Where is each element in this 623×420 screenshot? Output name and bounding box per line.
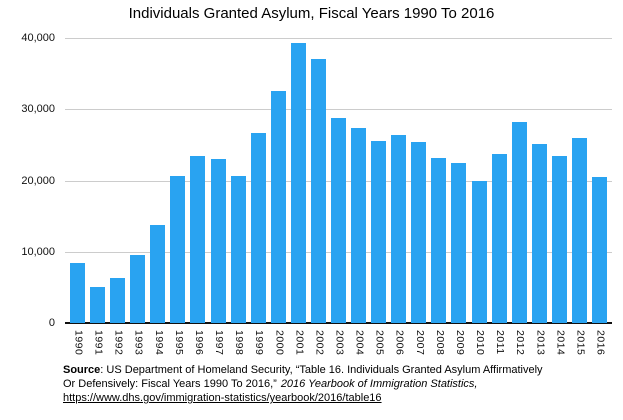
x-axis-tick-label-2014: 2014 bbox=[554, 330, 567, 356]
bar-2007 bbox=[411, 142, 427, 323]
source-line-1: Source: US Department of Homeland Securi… bbox=[63, 363, 608, 377]
x-axis-tick-label-2002: 2002 bbox=[313, 330, 326, 356]
source-label: Source bbox=[63, 364, 101, 376]
bar-1991 bbox=[90, 287, 106, 323]
x-axis-tick-label-1994: 1994 bbox=[152, 330, 165, 356]
y-axis-tick-label-10000: 10,000 bbox=[21, 245, 55, 258]
x-axis-tick-label-2003: 2003 bbox=[333, 330, 346, 356]
bar-1990 bbox=[70, 263, 85, 323]
x-axis-tick-label-2009: 2009 bbox=[453, 330, 466, 356]
source-note: Source: US Department of Homeland Securi… bbox=[63, 363, 608, 405]
bar-2008 bbox=[431, 158, 447, 323]
y-axis-labels: 0 10,000 20,000 30,000 40,000 bbox=[8, 32, 55, 329]
x-axis-tick-label-2011: 2011 bbox=[494, 330, 507, 355]
gridline-40000 bbox=[65, 38, 612, 39]
bar-2003 bbox=[331, 117, 346, 323]
source-line-2: Or Defensively: Fiscal Years 1990 To 201… bbox=[63, 377, 608, 391]
bar-2014 bbox=[551, 156, 567, 323]
y-axis-tick-label-0: 0 bbox=[48, 317, 55, 329]
y-axis-tick-label-30000: 30,000 bbox=[21, 103, 55, 116]
x-axis-tick-label-1998: 1998 bbox=[233, 330, 246, 356]
x-axis-tick-label-2006: 2006 bbox=[393, 330, 406, 356]
x-axis-tick-label-1991: 1991 bbox=[92, 330, 105, 356]
bar-1996 bbox=[190, 155, 206, 323]
x-axis-tick-label-2000: 2000 bbox=[273, 330, 286, 356]
x-axis-tick-label-1999: 1999 bbox=[253, 330, 266, 356]
bar-1999 bbox=[250, 132, 266, 323]
x-axis-tick-label-1993: 1993 bbox=[132, 330, 145, 356]
bar-1994 bbox=[150, 225, 166, 323]
bar-1998 bbox=[230, 176, 246, 323]
x-axis-tick-label-1997: 1997 bbox=[213, 330, 226, 356]
source-line-3: https://www.dhs.gov/immigration-statisti… bbox=[63, 391, 608, 405]
bar-2010 bbox=[471, 181, 487, 323]
x-axis-tick-label-2010: 2010 bbox=[474, 330, 487, 356]
source-work-title: 2016 Yearbook of Immigration Statistics, bbox=[280, 378, 478, 390]
source-line2-text: Or Defensively: Fiscal Years 1990 To 201… bbox=[63, 378, 277, 390]
bar-2004 bbox=[351, 127, 367, 323]
bar-2001 bbox=[290, 43, 306, 323]
bar-2012 bbox=[511, 122, 527, 323]
x-axis-tick-label-2008: 2008 bbox=[433, 330, 446, 356]
bar-1993 bbox=[130, 255, 146, 323]
x-axis-tick-label-2015: 2015 bbox=[574, 330, 587, 356]
x-axis-tick-label-1995: 1995 bbox=[172, 330, 185, 356]
bar-2016 bbox=[592, 176, 607, 323]
plot-area: 1990 1991 1992 1993 1994 1995 1996 1997 1998 1999… bbox=[65, 38, 612, 355]
y-axis-tick-label-20000: 20,000 bbox=[21, 174, 55, 187]
x-axis-line bbox=[65, 322, 612, 324]
x-axis-tick-label-1990: 1990 bbox=[72, 330, 85, 356]
bar-2006 bbox=[391, 134, 407, 323]
x-axis-tick-label-2012: 2012 bbox=[514, 330, 527, 356]
source-line1-text: : US Department of Homeland Security, “T… bbox=[100, 364, 543, 376]
bar-2000 bbox=[270, 91, 286, 323]
y-axis-tick-label-40000: 40,000 bbox=[21, 32, 55, 44]
bar-2013 bbox=[531, 144, 547, 323]
bar-2011 bbox=[491, 154, 507, 323]
bar-2015 bbox=[571, 137, 587, 323]
gridline-30000 bbox=[65, 109, 612, 111]
x-axis-tick-label-2007: 2007 bbox=[413, 330, 426, 356]
bar-1995 bbox=[170, 175, 186, 323]
source-link[interactable]: https://www.dhs.gov/immigration-statisti… bbox=[63, 392, 382, 404]
bar-1992 bbox=[110, 278, 126, 323]
x-axis-tick-label-2001: 2001 bbox=[293, 330, 306, 356]
x-axis-tick-label-1996: 1996 bbox=[192, 330, 205, 356]
x-axis-tick-label-2005: 2005 bbox=[373, 330, 386, 356]
chart-title: Individuals Granted Asylum, Fiscal Years… bbox=[128, 5, 495, 22]
x-axis-tick-label-2004: 2004 bbox=[353, 330, 366, 356]
x-axis-tick-label-2016: 2016 bbox=[594, 330, 607, 356]
x-axis-tick-label-2013: 2013 bbox=[534, 330, 547, 356]
bar-1997 bbox=[210, 159, 226, 323]
x-axis-tick-label-1992: 1992 bbox=[112, 330, 125, 356]
bar-2002 bbox=[310, 59, 326, 323]
bar-2005 bbox=[371, 141, 387, 323]
bar-2009 bbox=[451, 163, 467, 323]
